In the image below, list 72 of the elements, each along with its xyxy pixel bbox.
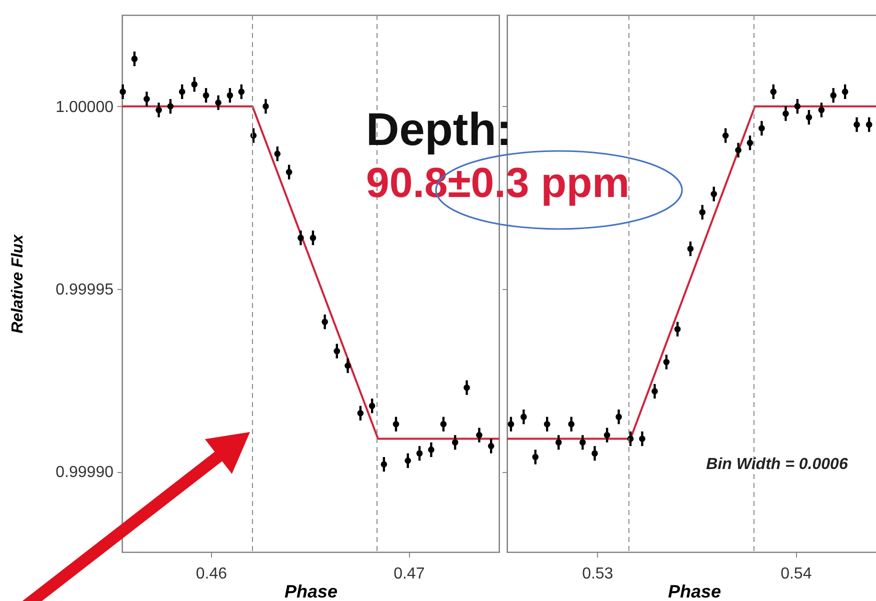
point — [710, 190, 718, 198]
point — [380, 461, 388, 468]
y-tick-label: 0.99995 — [56, 281, 114, 298]
point — [416, 450, 423, 457]
point — [310, 234, 316, 241]
point — [344, 362, 351, 369]
point — [404, 458, 412, 464]
point — [735, 147, 742, 154]
point — [616, 414, 622, 420]
point — [156, 106, 162, 114]
point — [488, 442, 494, 450]
x-tick-label: 0.47 — [394, 566, 425, 582]
point — [555, 439, 562, 446]
point — [440, 420, 447, 428]
point — [818, 106, 825, 114]
annotation: Bin Width = 0.0006 — [706, 456, 848, 473]
point — [674, 326, 681, 332]
x-tick-label: 0.53 — [582, 566, 614, 582]
point — [286, 168, 292, 176]
point — [131, 56, 138, 62]
point — [464, 384, 470, 391]
point — [178, 88, 186, 95]
point — [770, 88, 777, 95]
point — [854, 121, 860, 128]
point — [262, 103, 269, 110]
point — [191, 81, 198, 88]
y-axis-title: Relative Flux — [10, 234, 27, 334]
point — [120, 88, 126, 95]
point — [392, 420, 400, 428]
point — [368, 402, 376, 410]
point — [687, 246, 694, 252]
y-tick-label: 0.99990 — [56, 464, 114, 482]
point — [830, 92, 837, 99]
point — [758, 125, 765, 132]
point — [167, 103, 174, 110]
point — [722, 132, 729, 139]
point — [476, 432, 482, 438]
point — [357, 410, 364, 416]
point — [428, 446, 434, 453]
point — [215, 100, 222, 106]
point — [544, 420, 550, 428]
point — [592, 450, 598, 457]
x-tick-label: 0.54 — [780, 566, 812, 582]
point — [334, 348, 340, 354]
point — [568, 420, 574, 428]
point — [794, 103, 801, 110]
x-axis-title: Phase — [668, 582, 722, 601]
point — [579, 439, 586, 446]
point — [322, 318, 328, 326]
point — [508, 420, 514, 428]
point — [782, 110, 789, 117]
y-tick-label: 1.00000 — [56, 98, 114, 116]
point — [532, 454, 539, 460]
point — [604, 432, 610, 438]
point — [866, 121, 872, 128]
point — [639, 436, 646, 442]
point — [452, 439, 458, 446]
point — [746, 140, 754, 146]
point — [699, 209, 706, 216]
x-tick-label: 0.46 — [196, 566, 228, 582]
point — [842, 88, 848, 95]
point — [274, 150, 281, 157]
point — [652, 388, 658, 394]
point — [298, 234, 304, 241]
point — [202, 92, 210, 99]
point — [663, 358, 670, 366]
point — [226, 92, 234, 99]
point — [520, 414, 527, 420]
point — [238, 88, 245, 95]
point — [144, 96, 150, 102]
x-axis-title: Phase — [284, 582, 338, 601]
point — [806, 114, 812, 120]
